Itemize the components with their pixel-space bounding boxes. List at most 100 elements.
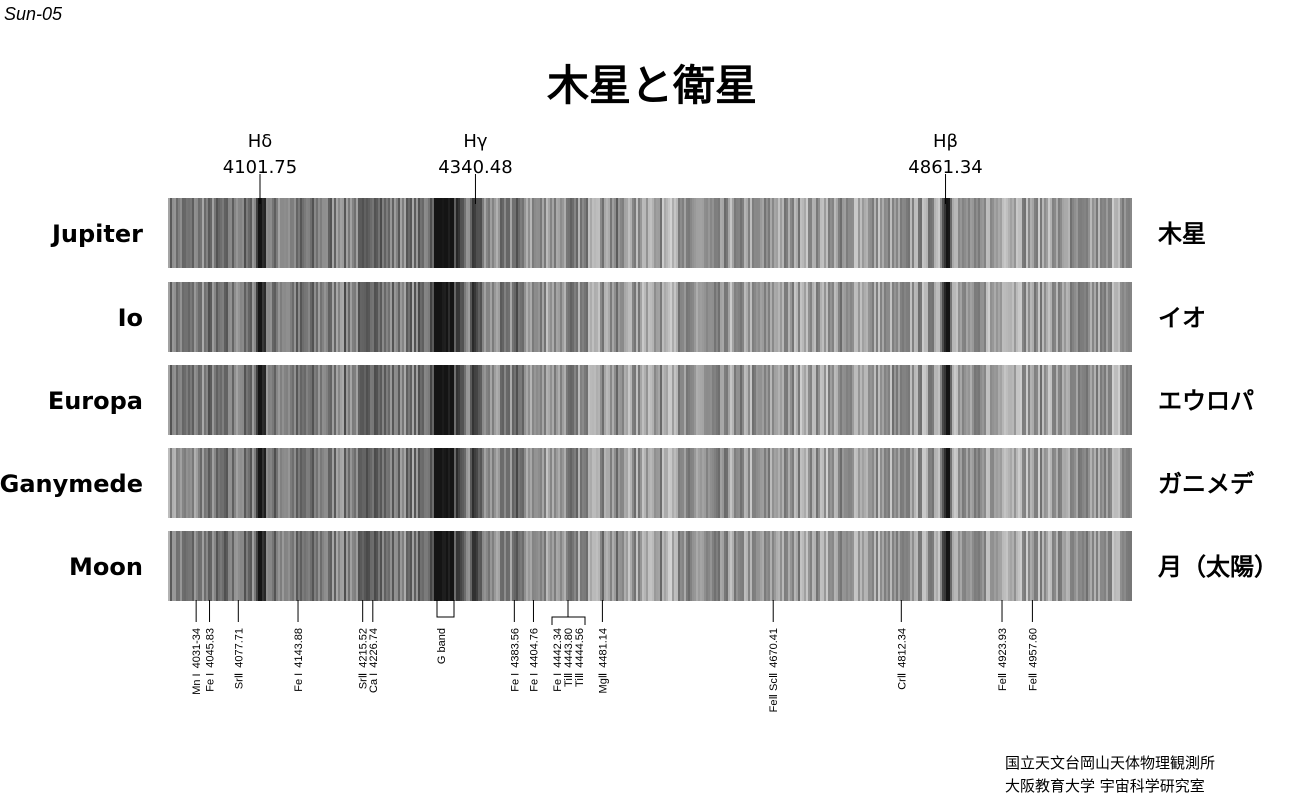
spectrum-stripe	[838, 448, 840, 518]
spectrum-stripe	[512, 198, 514, 268]
spectrum-stripe	[872, 531, 874, 601]
spectrum-stripe	[488, 448, 490, 518]
spectrum-stripe	[314, 365, 316, 435]
spectrum-stripe	[542, 282, 544, 352]
spectrum-stripe	[768, 198, 770, 268]
spectrum-stripe	[282, 198, 284, 268]
spectrum-stripe	[862, 282, 864, 352]
spectrum-stripe	[740, 448, 742, 518]
spectrum-name-ja: ガニメデ	[1158, 470, 1255, 498]
spectrum-stripe	[306, 448, 308, 518]
spectrum-stripe	[570, 531, 572, 601]
spectrum-stripe	[634, 198, 636, 268]
spectrum-stripe	[336, 198, 338, 268]
spectrum-stripe	[412, 198, 414, 268]
spectrum-stripe	[784, 531, 786, 601]
spectrum-stripe	[452, 282, 454, 352]
spectrum-stripe	[564, 198, 566, 268]
spectrum-stripe	[400, 198, 402, 268]
spectrum-stripe	[228, 531, 230, 601]
spectrum-stripe	[1040, 365, 1042, 435]
spectrum-stripe	[648, 365, 650, 435]
spectrum-stripe	[202, 448, 204, 518]
spectrum-stripe	[844, 282, 846, 352]
spectrum-stripe	[1104, 448, 1106, 518]
spectrum-stripe	[200, 282, 202, 352]
spectrum-stripe	[600, 531, 602, 601]
spectrum-stripe	[248, 531, 250, 601]
spectrum-stripe	[872, 448, 874, 518]
spectrum-stripe	[1060, 448, 1062, 518]
spectrum-stripe	[502, 448, 504, 518]
spectrum-stripe	[932, 198, 934, 268]
spectrum-stripe	[968, 448, 970, 518]
spectrum-stripe	[594, 448, 596, 518]
spectrum-stripe	[502, 198, 504, 268]
line-id-species: Fe I	[552, 673, 564, 692]
spectrum-stripe	[214, 531, 216, 601]
spectrum-stripe	[974, 282, 976, 352]
spectrum-stripe	[208, 282, 210, 352]
spectrum-stripe	[814, 282, 816, 352]
spectrum-stripe	[316, 198, 318, 268]
spectrum-stripe	[430, 365, 432, 435]
spectrum-stripe	[250, 448, 252, 518]
spectrum-stripe	[450, 282, 452, 352]
spectrum-stripe	[204, 282, 206, 352]
spectrum-stripe	[488, 531, 490, 601]
spectrum-stripe	[1102, 365, 1104, 435]
spectrum-stripe	[572, 448, 574, 518]
spectrum-stripe	[646, 282, 648, 352]
spectrum-stripe	[290, 531, 292, 601]
spectrum-stripe	[462, 531, 464, 601]
spectrum-stripe	[686, 282, 688, 352]
spectrum-stripe	[868, 282, 870, 352]
spectrum-stripe	[902, 198, 904, 268]
spectrum-stripe	[548, 198, 550, 268]
spectrum-stripe	[568, 531, 570, 601]
spectrum-stripe	[338, 448, 340, 518]
spectrum-stripe	[528, 198, 530, 268]
spectrum-stripe	[836, 448, 838, 518]
spectrum-stripe	[640, 282, 642, 352]
spectrum-stripe	[702, 282, 704, 352]
spectrum-stripe	[212, 282, 214, 352]
spectrum-stripe	[700, 282, 702, 352]
spectrum-stripe	[1070, 282, 1072, 352]
spectrum-stripe	[278, 448, 280, 518]
spectrum-stripe	[1108, 282, 1110, 352]
spectrum-stripe	[324, 531, 326, 601]
spectrum-stripe	[554, 448, 556, 518]
spectrum-stripe	[528, 531, 530, 601]
spectrum-stripe	[768, 282, 770, 352]
spectrum-stripe	[1016, 531, 1018, 601]
spectrum-stripe	[442, 448, 444, 518]
spectrum-stripe	[348, 282, 350, 352]
spectrum-stripe	[692, 365, 694, 435]
spectrum-stripe	[868, 365, 870, 435]
spectrum-stripe	[268, 365, 270, 435]
spectrum-stripe	[518, 198, 520, 268]
spectrum-stripe	[928, 448, 930, 518]
spectrum-stripe	[1118, 531, 1120, 601]
spectrum-stripe	[766, 531, 768, 601]
spectrum-stripe	[190, 365, 192, 435]
spectrum-stripe	[586, 448, 588, 518]
spectrum-stripe	[536, 198, 538, 268]
spectrum-stripe	[370, 531, 372, 601]
spectrum-stripe	[722, 282, 724, 352]
spectrum-stripe	[252, 282, 254, 352]
spectrum-stripe	[228, 198, 230, 268]
spectrum-stripe	[294, 198, 296, 268]
spectrum-stripe	[230, 282, 232, 352]
spectrum-stripe	[292, 198, 294, 268]
spectrum-stripe	[542, 531, 544, 601]
spectrum-stripe	[562, 448, 564, 518]
spectrum-stripe	[358, 448, 360, 518]
spectrum-stripe	[936, 531, 938, 601]
spectrum-stripe	[372, 531, 374, 601]
spectrum-stripe	[178, 198, 180, 268]
spectrum-stripe	[172, 282, 174, 352]
spectrum-stripe	[222, 531, 224, 601]
spectrum-stripe	[288, 531, 290, 601]
